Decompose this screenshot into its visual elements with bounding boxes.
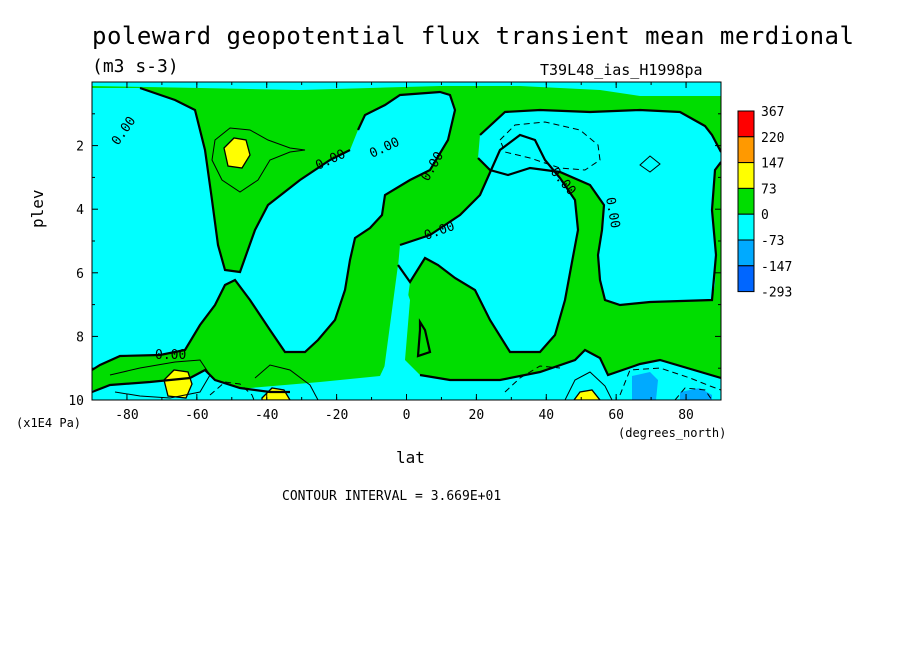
axes-layer: -80 -60 -40 -20 0 20 40 60 80 2 4 6 8 10 — [68, 82, 722, 423]
zero-contour-7 — [419, 348, 721, 382]
y-tick-label: 8 — [76, 330, 84, 345]
zero-contour-4 — [479, 108, 721, 153]
chart-units: (m3 s-3) — [92, 56, 179, 77]
legend-swatch — [737, 213, 755, 241]
negative-contour-2 — [209, 381, 255, 400]
y-tick-label: 2 — [76, 140, 84, 155]
contour-label: 0.00 — [155, 348, 186, 363]
x-tick-label: 40 — [538, 408, 554, 423]
strong-negative-region — [632, 372, 658, 400]
legend-label: -73 — [761, 234, 784, 249]
contour-fill-layer — [92, 82, 721, 400]
negative-contour-1 — [499, 121, 601, 171]
legend-swatch — [737, 265, 755, 293]
zero-contour-2 — [92, 90, 457, 371]
legend-label: 367 — [761, 105, 784, 120]
contour-line-layer — [92, 86, 721, 400]
legend-label: -293 — [761, 286, 792, 301]
x-tick-label: 0 — [403, 408, 411, 423]
negative-region-lower-left — [92, 370, 300, 400]
chart-title: poleward geopotential flux transient mea… — [92, 22, 855, 50]
legend-label: 73 — [761, 182, 777, 197]
x-tick-label: -40 — [255, 408, 278, 423]
zero-contour-8 — [416, 318, 432, 358]
legend-swatch — [737, 187, 755, 215]
strong-positive-region-1 — [223, 137, 251, 169]
positive-contour-3 — [254, 364, 319, 400]
legend-swatch — [737, 110, 755, 138]
negative-contour-4 — [619, 367, 721, 396]
y-tick-label: 4 — [76, 203, 84, 218]
x-axis-label: lat — [396, 448, 425, 467]
legend-label: 147 — [761, 157, 784, 172]
color-legend: 367 220 147 73 0 -73 -147 -293 — [737, 105, 792, 301]
y-axis-units: (x1E4 Pa) — [16, 416, 82, 430]
zero-contour-5 — [477, 157, 721, 307]
x-axis-units: (degrees_north) — [618, 426, 727, 440]
legend-label: 220 — [761, 131, 784, 146]
legend-swatch — [737, 239, 755, 267]
y-tick-label: 6 — [76, 267, 84, 282]
positive-contour-2 — [109, 359, 211, 399]
contour-interval: CONTOUR INTERVAL = 3.669E+01 — [282, 489, 502, 504]
positive-contour-4 — [564, 371, 613, 400]
positive-contour-5 — [639, 155, 661, 173]
legend-label: 0 — [761, 208, 769, 223]
negative-contour-3 — [504, 365, 561, 393]
zero-contour-3 — [397, 133, 580, 354]
legend-swatch — [737, 136, 755, 164]
strong-positive-region-2 — [163, 369, 193, 399]
strong-negative-region-2 — [680, 388, 712, 400]
negative-region-right — [478, 110, 721, 305]
positive-contour-1 — [211, 127, 306, 193]
x-tick-label: 80 — [678, 408, 694, 423]
strong-positive-region-4 — [573, 389, 601, 400]
legend-swatch — [737, 162, 755, 189]
legend-label: -147 — [761, 260, 792, 275]
negative-region-upper-left — [92, 88, 455, 370]
x-tick-label: -80 — [115, 408, 138, 423]
y-tick-label: 10 — [68, 394, 84, 409]
run-label: T39L48_ias_H1998pa — [540, 61, 703, 79]
zero-contour-1 — [139, 86, 351, 274]
x-tick-label: 60 — [608, 408, 624, 423]
negative-contour-5 — [674, 387, 713, 400]
negative-region-top-band — [92, 82, 721, 96]
zero-contour-6 — [92, 368, 290, 394]
x-tick-label: 20 — [469, 408, 485, 423]
contour-label: 0.00 — [602, 196, 622, 229]
x-tick-label: -20 — [325, 408, 348, 423]
x-tick-label: -60 — [185, 408, 208, 423]
